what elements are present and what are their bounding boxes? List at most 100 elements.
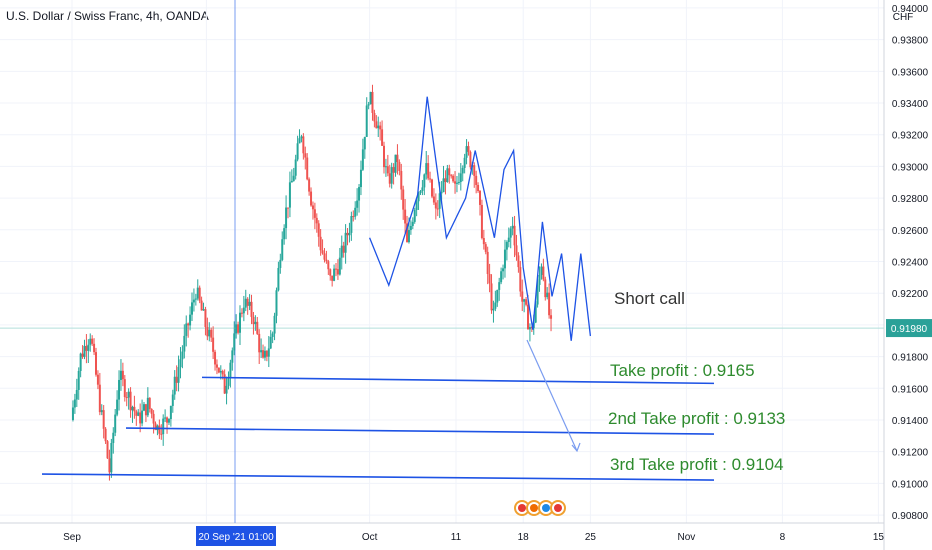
candle-body <box>73 399 76 408</box>
time-tick-label: 25 <box>585 532 597 543</box>
candle-body <box>475 175 478 185</box>
candle-body <box>160 433 163 435</box>
candle-body <box>118 379 121 400</box>
candle-body <box>325 259 328 262</box>
projection-arrow-line <box>526 339 578 452</box>
price-tick-label: 0.91800 <box>892 353 929 364</box>
candle-body <box>361 149 364 170</box>
candle-body <box>229 362 232 379</box>
candle-body <box>179 359 182 368</box>
price-tick-label: 0.92800 <box>892 194 929 205</box>
candle-body <box>196 287 199 299</box>
candle-body <box>233 333 236 351</box>
candle-body <box>219 371 222 373</box>
price-tick-label: 0.91000 <box>892 479 929 490</box>
candle-body <box>281 239 284 260</box>
candle-body <box>167 419 170 423</box>
candle-body <box>223 374 226 394</box>
candle-body <box>164 417 167 419</box>
candle-body <box>225 385 228 394</box>
candle-body <box>240 312 243 314</box>
candle-body <box>191 302 193 315</box>
candle-body <box>407 230 410 243</box>
candle-body <box>342 245 345 253</box>
candle-body <box>135 411 138 416</box>
candle-body <box>352 216 355 218</box>
candle-body <box>300 136 303 139</box>
candle-body <box>398 162 401 171</box>
candle-body <box>442 178 445 193</box>
candle-body <box>194 298 197 300</box>
candle-body <box>503 249 506 269</box>
candle-body <box>275 290 278 316</box>
candle-body <box>457 182 460 184</box>
candle-body <box>206 327 209 337</box>
candle-body <box>427 163 430 179</box>
current-price-badge <box>886 319 932 338</box>
candle-body <box>141 410 144 424</box>
candle-body <box>502 268 505 272</box>
candle-body <box>271 333 274 337</box>
candle-body <box>448 168 451 176</box>
candle-body <box>440 192 443 194</box>
candle-body <box>187 323 190 326</box>
candle-body <box>373 112 376 122</box>
candle-body <box>386 166 389 174</box>
candle-body <box>461 167 464 174</box>
candle-body <box>523 299 526 302</box>
candle-body <box>119 370 122 380</box>
candle-body <box>221 371 224 375</box>
candle-body <box>333 268 336 281</box>
candle-body <box>256 321 259 334</box>
candle-body <box>110 443 113 473</box>
candle-body <box>490 283 493 311</box>
zigzag-pattern-line <box>368 96 592 341</box>
tp2-text: 2nd Take profit : 0.9133 <box>608 409 785 428</box>
candle-body <box>519 267 522 292</box>
candle-body <box>273 315 276 334</box>
candle-body <box>285 207 288 229</box>
candle-body <box>421 187 424 191</box>
candle-body <box>121 370 124 380</box>
candle-body <box>85 345 88 351</box>
price-tick-label: 0.90800 <box>892 511 929 522</box>
candle-body <box>200 300 203 311</box>
candle-body <box>265 350 268 357</box>
candle-body <box>83 345 86 357</box>
candle-body <box>173 376 176 395</box>
candle-body <box>133 406 136 412</box>
candle-body <box>432 196 435 203</box>
candle-body <box>419 190 422 193</box>
candle-body <box>431 179 433 197</box>
candle-body <box>319 236 322 251</box>
candle-body <box>511 225 514 229</box>
candle-body <box>288 182 291 208</box>
candle-body <box>492 308 495 311</box>
time-tick-label: 8 <box>780 532 786 543</box>
candle-body <box>310 191 313 206</box>
candle-body <box>215 364 218 368</box>
candle-body <box>100 410 103 413</box>
candle-body <box>500 271 503 283</box>
candle-body <box>548 292 551 316</box>
candle-body <box>459 173 462 183</box>
candle-body <box>308 179 311 192</box>
candle-body <box>102 410 105 429</box>
price-tick-label: 0.92600 <box>892 226 929 237</box>
candle-body <box>185 323 188 336</box>
candle-body <box>465 146 468 158</box>
price-tick-label: 0.91200 <box>892 448 929 459</box>
candle-body <box>169 405 172 420</box>
candle-body <box>536 284 539 305</box>
candle-body <box>313 209 316 218</box>
candle-body <box>139 412 142 424</box>
candle-body <box>484 244 487 252</box>
price-tick-label: 0.93600 <box>892 67 929 78</box>
event-icon-inner <box>530 504 538 512</box>
candle-body <box>91 338 94 344</box>
candle-body <box>367 104 370 106</box>
candle-body <box>534 304 537 323</box>
candle-body <box>242 307 245 314</box>
candle-body <box>292 175 295 181</box>
